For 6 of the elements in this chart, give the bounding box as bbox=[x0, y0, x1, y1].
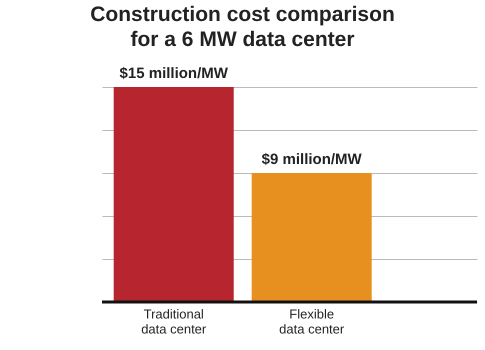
text: Construction cost comparison bbox=[90, 3, 395, 26]
data-label: $9 million/MW bbox=[262, 151, 363, 168]
data-label: $15 million/MW bbox=[120, 65, 229, 82]
x-tick-label: Traditional data center bbox=[141, 306, 207, 336]
text: for a 6 MW data center bbox=[130, 28, 355, 51]
x-tick-label: Flexible data center bbox=[279, 306, 345, 336]
